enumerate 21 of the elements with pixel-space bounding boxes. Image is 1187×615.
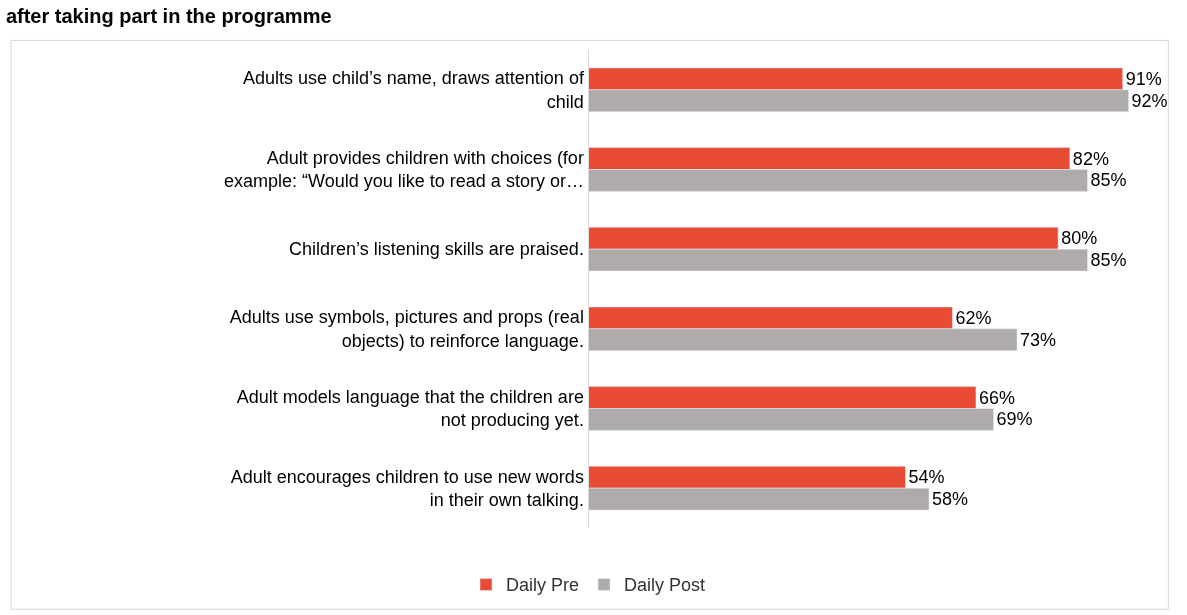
- legend-label: Daily Pre: [506, 575, 580, 596]
- y-tick-label: Children’s listening skills are praised.: [289, 239, 584, 260]
- y-tick-label: Adult encourages children to use new words in their own talking.: [230, 466, 584, 511]
- data-label: 85%: [1090, 250, 1127, 271]
- y-tick-label: Adults use symbols, pictures and props (real objects) to reinforce language.: [229, 307, 584, 351]
- data-label: 54%: [908, 467, 945, 488]
- y-tick-label: Adult models language that the children are not producing yet.: [236, 387, 584, 431]
- legend-label: Daily Post: [624, 575, 706, 596]
- data-label: 66%: [978, 387, 1015, 408]
- data-label: 92%: [1131, 90, 1168, 111]
- y-tick-label: Adult provides children with choices (for example: “Would you like to read a story or…: [224, 148, 584, 192]
- data-label: 82%: [1072, 148, 1109, 169]
- text: after taking part in the programme: [5, 5, 332, 28]
- data-label: 80%: [1061, 228, 1098, 249]
- data-label: 62%: [955, 307, 992, 328]
- data-label: 85%: [1090, 170, 1127, 191]
- data-label: 69%: [996, 409, 1033, 430]
- data-label: 58%: [931, 489, 969, 510]
- data-label: 73%: [1020, 329, 1057, 350]
- data-label: 91%: [1125, 68, 1162, 89]
- y-tick-label: Adults use child’s name, draws attention of child: [243, 68, 585, 112]
